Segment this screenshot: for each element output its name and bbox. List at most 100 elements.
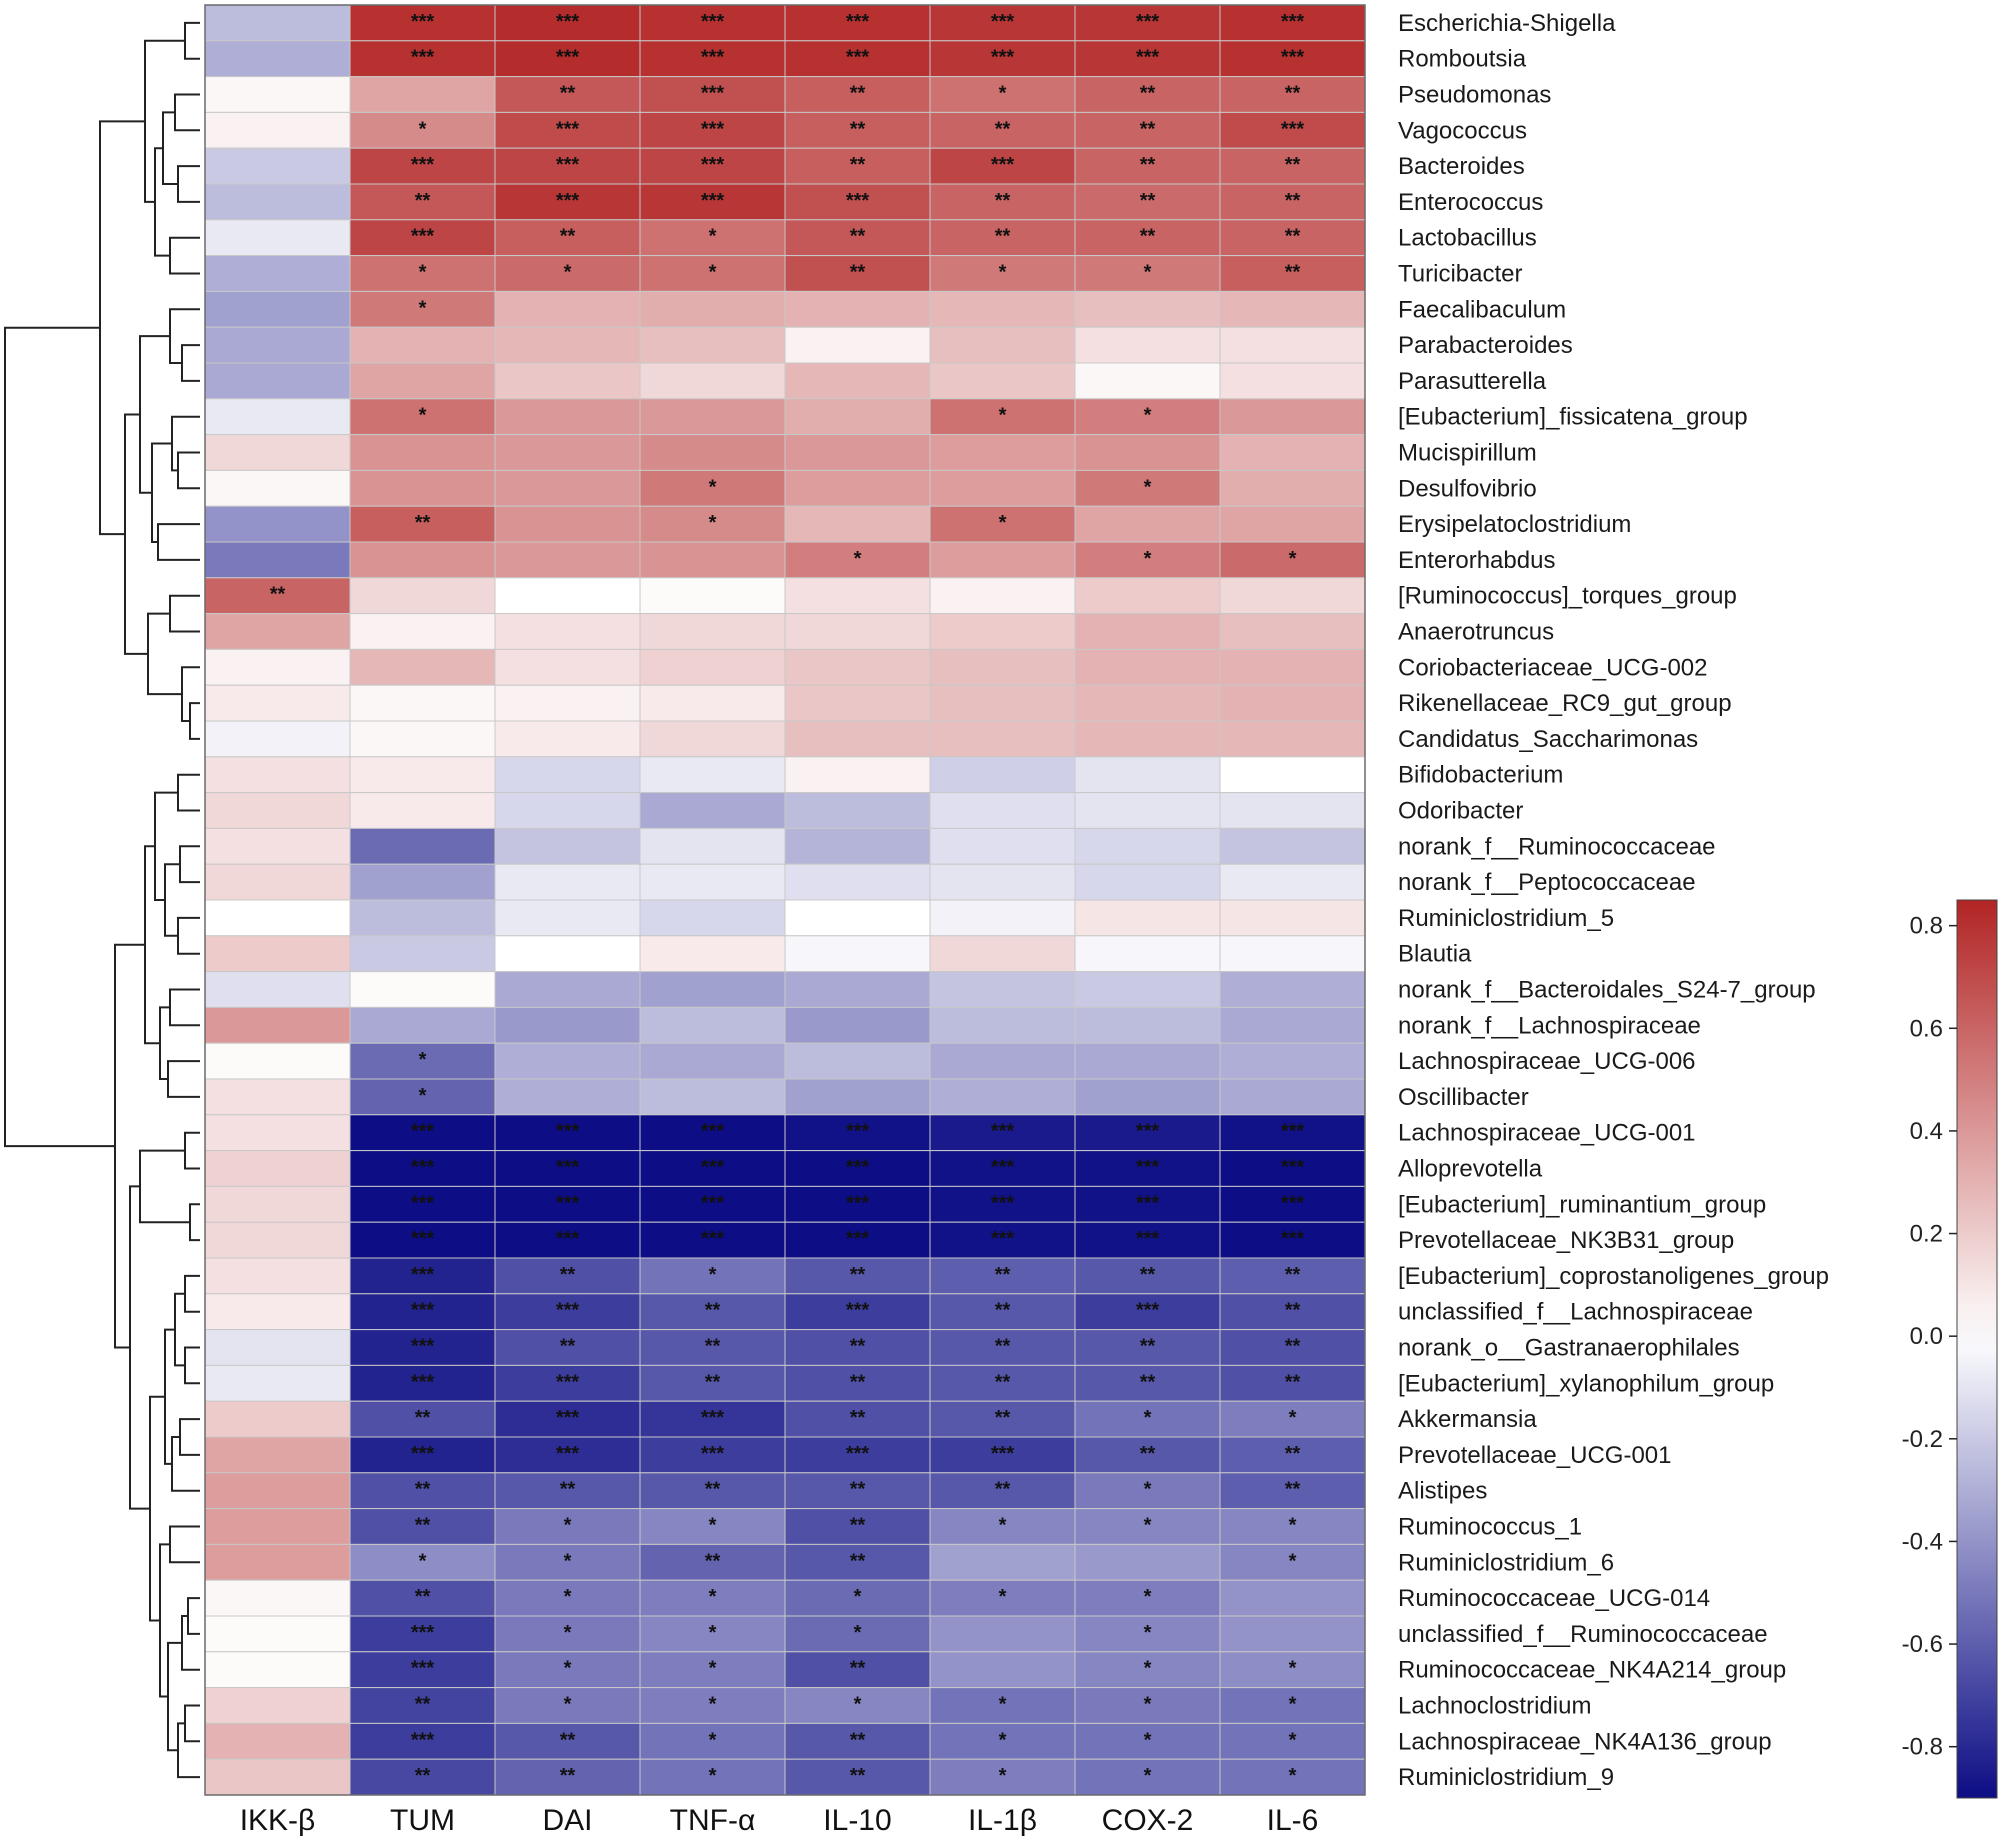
heatmap-cell	[784, 1615, 931, 1653]
heatmap-cell	[929, 827, 1076, 865]
heatmap-cell	[349, 648, 496, 686]
significance-mark: ***	[1136, 1192, 1160, 1214]
heatmap-cell	[204, 684, 351, 722]
significance-mark: ***	[411, 1228, 435, 1250]
heatmap-cell	[349, 541, 496, 579]
heatmap-cell	[784, 648, 931, 686]
heatmap-cell	[929, 434, 1076, 471]
heatmap-cell	[929, 863, 1076, 901]
significance-mark: **	[1285, 154, 1301, 176]
significance-mark: *	[1144, 1765, 1152, 1787]
row-label: [Eubacterium]_coprostanoligenes_group	[1398, 1263, 1829, 1290]
row-label: Blautia	[1398, 941, 1472, 968]
row-label: [Eubacterium]_xylanophilum_group	[1398, 1370, 1774, 1397]
significance-mark: **	[850, 118, 866, 140]
row-label: unclassified_f__Ruminococcaceae	[1398, 1621, 1768, 1648]
significance-mark: *	[1289, 1658, 1297, 1680]
heatmap-cell	[1074, 1114, 1221, 1152]
heatmap-cell	[349, 1364, 496, 1402]
significance-mark: *	[709, 1729, 717, 1751]
significance-mark: ***	[701, 83, 725, 105]
significance-mark: ***	[846, 1121, 870, 1143]
heatmap-cell	[929, 1221, 1076, 1259]
heatmap-cell	[204, 1329, 351, 1366]
heatmap-cell	[784, 684, 931, 722]
heatmap-cell	[494, 434, 641, 471]
significance-mark: *	[1144, 476, 1152, 498]
heatmap-cell	[204, 398, 351, 436]
significance-mark: ***	[991, 1121, 1015, 1143]
significance-mark: **	[995, 118, 1011, 140]
significance-mark: ***	[991, 1157, 1015, 1179]
heatmap-cell	[349, 1293, 496, 1331]
significance-mark: ***	[1281, 1121, 1305, 1143]
heatmap-cell	[204, 863, 351, 901]
significance-mark: **	[415, 1586, 431, 1608]
heatmap-cell	[204, 362, 351, 400]
heatmap-cell	[784, 1472, 931, 1510]
heatmap-cell	[639, 684, 786, 722]
heatmap-cell	[784, 1185, 931, 1223]
heatmap-cell	[204, 720, 351, 758]
significance-mark: ***	[1136, 1121, 1160, 1143]
heatmap-cell	[204, 1472, 351, 1510]
heatmap-cell	[349, 76, 496, 113]
significance-mark: **	[850, 1765, 866, 1787]
significance-mark: ***	[701, 1192, 725, 1214]
significance-mark: *	[999, 1694, 1007, 1716]
heatmap-cell	[494, 1042, 641, 1080]
heatmap-cell	[494, 40, 641, 78]
significance-mark: *	[1289, 1407, 1297, 1429]
heatmap-cell	[204, 290, 351, 328]
heatmap-cell	[784, 1329, 931, 1366]
heatmap-cell	[494, 1185, 641, 1223]
significance-mark: **	[705, 1371, 721, 1393]
significance-mark: *	[854, 1694, 862, 1716]
significance-mark: **	[1285, 83, 1301, 105]
significance-mark: **	[1285, 1300, 1301, 1322]
significance-mark: ***	[556, 11, 580, 33]
heatmap-cell	[1074, 756, 1221, 794]
heatmap-cell	[494, 183, 641, 221]
colorbar-tick-label: -0.4	[1902, 1528, 1943, 1555]
significance-mark: ***	[991, 1443, 1015, 1465]
row-label: [Eubacterium]_ruminantium_group	[1398, 1191, 1766, 1218]
heatmap-cell	[204, 1078, 351, 1116]
heatmap-cell	[1219, 1006, 1366, 1044]
heatmap-cell	[929, 971, 1076, 1008]
heatmap-cell	[639, 827, 786, 865]
significance-mark: **	[1140, 1264, 1156, 1286]
heatmap-cell	[204, 1687, 351, 1724]
significance-mark: ***	[411, 226, 435, 248]
heatmap-cell	[929, 1615, 1076, 1653]
significance-mark: ***	[411, 1121, 435, 1143]
heatmap-cell	[1219, 899, 1366, 937]
heatmap-cell	[929, 1329, 1076, 1366]
heatmap-cell	[204, 648, 351, 686]
significance-mark: **	[560, 1765, 576, 1787]
significance-mark: ***	[701, 1228, 725, 1250]
heatmap-cell	[639, 40, 786, 78]
significance-mark: ***	[991, 11, 1015, 33]
heatmap-cell	[639, 147, 786, 185]
heatmap-cell	[929, 1508, 1076, 1545]
heatmap-cell	[494, 1615, 641, 1653]
heatmap-cell	[929, 935, 1076, 973]
heatmap-cell	[204, 505, 351, 543]
significance-mark: *	[1144, 262, 1152, 284]
heatmap-cell	[784, 147, 931, 185]
heatmap-cell	[929, 290, 1076, 328]
heatmap-cell	[1219, 613, 1366, 650]
significance-mark: ***	[556, 47, 580, 69]
heatmap-cell	[204, 111, 351, 149]
heatmap-cell	[494, 1293, 641, 1331]
colorbar-tick-label: -0.8	[1902, 1734, 1943, 1761]
significance-mark: **	[850, 1407, 866, 1429]
heatmap-cell	[1074, 1293, 1221, 1331]
significance-mark: *	[1144, 405, 1152, 427]
heatmap-cell	[204, 1150, 351, 1187]
heatmap-cell	[1074, 255, 1221, 292]
heatmap-cell	[1074, 1150, 1221, 1187]
significance-mark: *	[709, 1586, 717, 1608]
heatmap-cell	[494, 935, 641, 973]
